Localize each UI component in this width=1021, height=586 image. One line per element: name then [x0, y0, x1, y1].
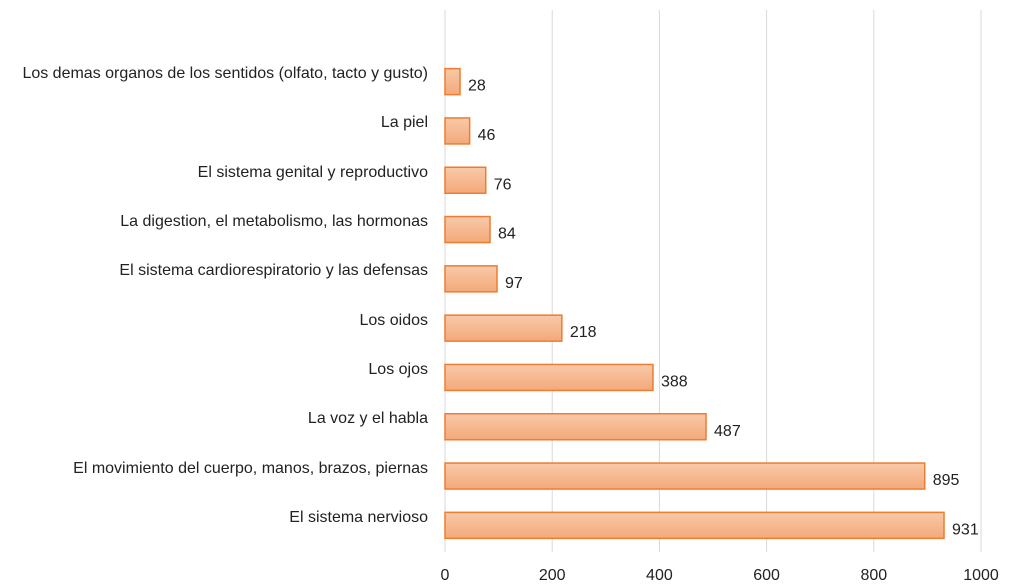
y-tick-label: La voz y el habla — [307, 410, 428, 428]
x-tick-label: 0 — [441, 567, 450, 584]
y-tick-label: Los ojos — [368, 360, 428, 378]
bar — [444, 166, 487, 194]
y-tick-label: Los demas organos de los sentidos (olfat… — [22, 65, 428, 83]
bar — [444, 462, 926, 490]
bar — [444, 363, 654, 392]
x-tick-label: 200 — [539, 567, 566, 584]
y-tick-label: El sistema cardiorespiratorio y las defe… — [119, 262, 428, 280]
data-label: 28 — [468, 78, 486, 95]
y-tick-label: La piel — [380, 114, 428, 132]
bar — [444, 67, 461, 96]
data-label: 895 — [933, 472, 960, 489]
y-tick-label: El sistema nervioso — [289, 508, 428, 526]
y-tick-label: Los oidos — [359, 311, 429, 329]
bar — [444, 314, 563, 342]
bar — [444, 413, 707, 441]
x-tick-label: 1000 — [963, 567, 999, 584]
data-label: 218 — [570, 324, 597, 341]
bar — [444, 215, 491, 244]
data-label: 76 — [494, 176, 512, 193]
y-tick-label: La digestion, el metabolismo, las hormon… — [120, 213, 428, 231]
y-tick-label: El movimiento del cuerpo, manos, brazos,… — [73, 459, 428, 477]
x-tick-label: 600 — [753, 567, 780, 584]
data-label: 84 — [498, 226, 516, 243]
bar — [444, 511, 945, 540]
bar — [444, 117, 471, 145]
data-label: 388 — [661, 373, 688, 390]
y-tick-label: El sistema genital y reproductivo — [197, 163, 428, 181]
data-label: 931 — [952, 521, 979, 538]
data-label: 97 — [505, 275, 523, 292]
data-label: 46 — [478, 127, 496, 144]
bar — [444, 265, 498, 293]
x-tick-label: 800 — [860, 567, 887, 584]
x-tick-label: 400 — [646, 567, 673, 584]
data-label: 487 — [714, 423, 741, 440]
